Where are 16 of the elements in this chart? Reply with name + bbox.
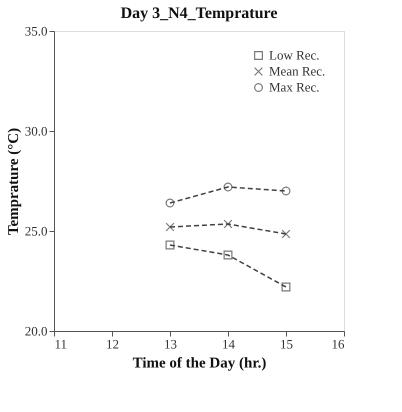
y-tick-label: 20.0 [24, 324, 48, 338]
y-tick-label: 30.0 [24, 124, 48, 138]
y-axis-title: Temprature (°C) [6, 128, 22, 236]
x-tick-label: 14 [222, 336, 236, 352]
x-tick-label: 16 [332, 336, 345, 352]
legend-label: Max Rec. [269, 80, 320, 94]
legend-label: Mean Rec. [269, 64, 326, 78]
y-tick-label: 25.0 [24, 224, 48, 238]
y-tick-label: 35.0 [24, 24, 48, 38]
x-tick-label: 11 [54, 336, 68, 352]
x-tick-label: 12 [106, 336, 119, 352]
x-tick-label: 15 [280, 336, 293, 352]
x-axis-title: Time of the Day (hr.) [132, 356, 266, 372]
legend-label: Low Rec. [269, 48, 320, 62]
x-tick-label: 13 [164, 336, 177, 352]
chart-title: Day 3_N4_Temprature [120, 5, 278, 22]
